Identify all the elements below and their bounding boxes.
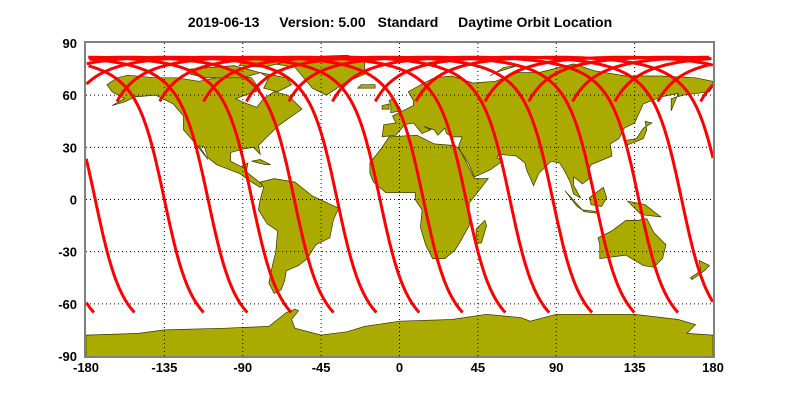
title-date: 2019-06-13 bbox=[187, 14, 260, 30]
landmass-sumatra bbox=[564, 190, 583, 211]
orbit-track-6 bbox=[86, 55, 421, 314]
landmass-ireland bbox=[381, 103, 390, 110]
lon-tick-label: 45 bbox=[471, 360, 485, 375]
lon-tick-label: -90 bbox=[233, 360, 252, 375]
chart-title: 2019-06-13 Version: 5.00 Standard Daytime… bbox=[0, 14, 800, 30]
landmass-iceland bbox=[356, 84, 376, 89]
landmass-cuba bbox=[251, 159, 271, 166]
orbit-track-2 bbox=[89, 57, 249, 314]
orbit-track-0 bbox=[414, 55, 713, 159]
orbit-track-5 bbox=[656, 62, 712, 103]
lat-tick-label: 90 bbox=[63, 36, 77, 51]
orbit-track-10 bbox=[245, 55, 594, 314]
orbit-track-13 bbox=[374, 55, 713, 303]
orbit-track-4 bbox=[613, 57, 712, 103]
lat-tick-label: -90 bbox=[58, 349, 77, 364]
orbit-track-12 bbox=[331, 55, 680, 314]
orbit-track-1 bbox=[88, 64, 205, 314]
landmass-south-america bbox=[258, 178, 339, 294]
lat-tick-label: 30 bbox=[63, 140, 77, 155]
lat-tick-label: 0 bbox=[70, 193, 77, 208]
orbit-track-8 bbox=[158, 55, 507, 314]
lat-tick-label: 60 bbox=[63, 88, 77, 103]
lon-tick-label: 0 bbox=[396, 360, 403, 375]
lon-tick-label: 180 bbox=[702, 360, 724, 375]
lat-tick-label: -30 bbox=[58, 245, 77, 260]
orbit-tracks bbox=[86, 55, 713, 314]
title-product: Standard bbox=[377, 14, 439, 30]
landmass-japan bbox=[625, 120, 653, 147]
landmass-new-guinea bbox=[626, 200, 662, 218]
orbit-track-5 bbox=[86, 55, 378, 314]
orbit-track-9 bbox=[202, 55, 551, 314]
orbit-track-7 bbox=[115, 55, 464, 314]
lon-tick-label: -180 bbox=[73, 360, 99, 375]
plot-frame bbox=[84, 41, 715, 358]
landmass-madagascar bbox=[475, 219, 487, 244]
axis-ticks: -180 -135 -90 -45 0 45 90 135 180 90 60 30 0 -30 -60 -9… bbox=[58, 36, 724, 375]
lat-tick-label: -60 bbox=[58, 297, 77, 312]
landmass-antarctica bbox=[86, 308, 713, 356]
orbit-track-13 bbox=[86, 301, 96, 314]
title-description: Daytime Orbit Location bbox=[458, 14, 613, 30]
lon-tick-label: 90 bbox=[549, 360, 563, 375]
lon-tick-label: -45 bbox=[312, 360, 331, 375]
landmass-java bbox=[581, 209, 599, 214]
orbit-track-3 bbox=[88, 55, 293, 314]
orbit-track-2 bbox=[527, 55, 712, 103]
orbit-track-11 bbox=[287, 55, 636, 314]
landmass-new-zealand bbox=[689, 259, 711, 280]
landmass-north-america bbox=[106, 73, 303, 188]
lon-tick-label: -135 bbox=[151, 360, 177, 375]
title-version: Version: 5.00 bbox=[279, 14, 366, 30]
orbit-track-0 bbox=[86, 158, 136, 314]
landmass-borneo bbox=[588, 186, 608, 207]
orbit-track-4 bbox=[89, 55, 335, 314]
orbit-track-6 bbox=[699, 83, 713, 103]
orbit-track-3 bbox=[571, 55, 709, 103]
lon-tick-label: 135 bbox=[624, 360, 646, 375]
